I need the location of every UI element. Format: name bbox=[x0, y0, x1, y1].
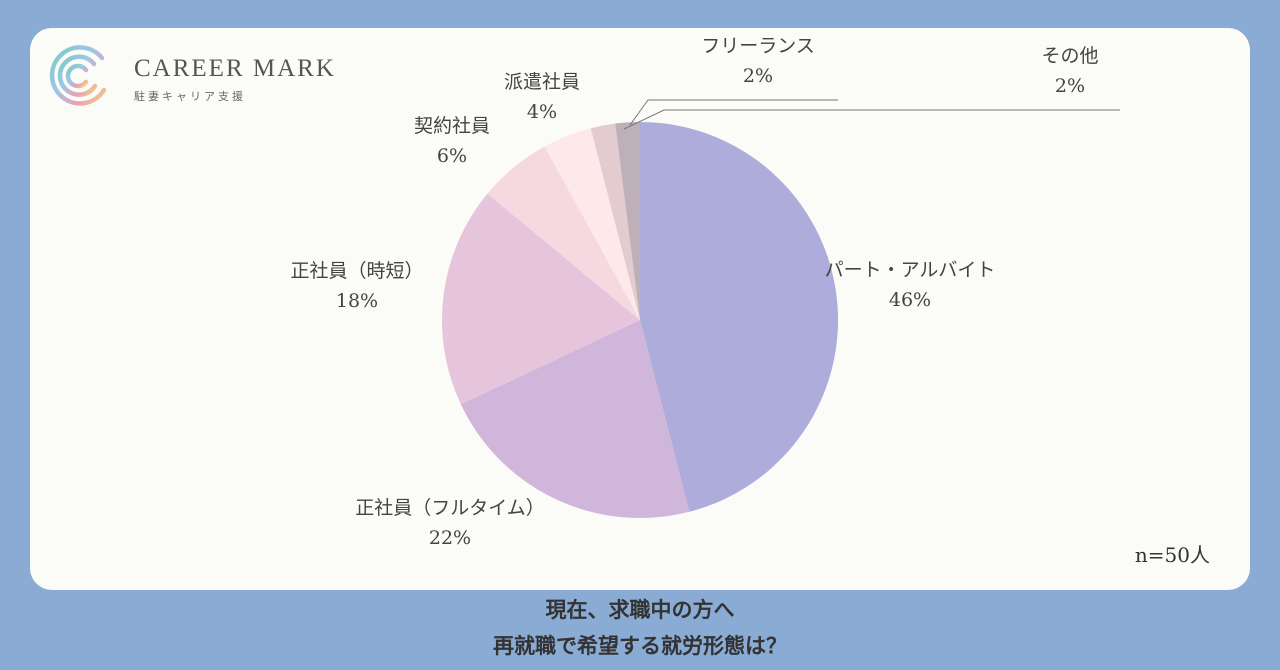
slice-value-1: 46% bbox=[889, 289, 931, 311]
slice-label-5: 派遣社員 bbox=[504, 71, 580, 93]
sample-size-label: n=50人 bbox=[1134, 543, 1210, 567]
chart-title-line-1: 現在、求職中の方へ bbox=[545, 598, 735, 622]
chart-card: CAREER MARK 駐妻キャリア支援 パート・アルバイト 46% 正社員（フルタ… bbox=[30, 28, 1250, 590]
pie-slice-3 bbox=[441, 193, 640, 405]
career-mark-logo-icon bbox=[49, 45, 107, 106]
slice-value-5: 4% bbox=[527, 101, 557, 123]
slice-value-4: 6% bbox=[437, 145, 467, 167]
pie-slice-2 bbox=[460, 320, 690, 519]
slice-value-2: 22% bbox=[429, 527, 471, 549]
slice-label-7: その他 bbox=[1041, 45, 1098, 67]
pie-slice-7 bbox=[615, 121, 640, 320]
slice-label-2: 正社員（フルタイム） bbox=[355, 497, 545, 519]
brand-tagline: 駐妻キャリア支援 bbox=[134, 90, 246, 103]
brand-logo: CAREER MARK 駐妻キャリア支援 bbox=[46, 42, 336, 108]
slice-label-4: 契約社員 bbox=[414, 115, 490, 137]
slice-label-3: 正社員（時短） bbox=[290, 260, 423, 282]
pie-slice-4 bbox=[487, 146, 640, 320]
slice-value-7: 2% bbox=[1055, 75, 1085, 97]
chart-title-line-2: 再就職で希望する就労形態は？ bbox=[493, 634, 787, 658]
pie-slice-6 bbox=[590, 123, 640, 320]
brand-name: CAREER MARK bbox=[134, 55, 336, 82]
leader-line-7 bbox=[623, 109, 1120, 130]
slice-label-1: パート・アルバイト bbox=[825, 259, 996, 281]
slice-value-3: 18% bbox=[336, 290, 378, 312]
pie-slice-1 bbox=[640, 122, 839, 512]
slice-label-6: フリーランス bbox=[701, 35, 815, 57]
pie-chart: パート・アルバイト 46% 正社員（フルタイム） 22% 正社員（時短） 18% 契約社員 6… bbox=[290, 35, 1120, 549]
leader-line-6 bbox=[629, 99, 838, 126]
slice-value-6: 2% bbox=[743, 65, 773, 87]
pie-slice-5 bbox=[544, 128, 640, 320]
